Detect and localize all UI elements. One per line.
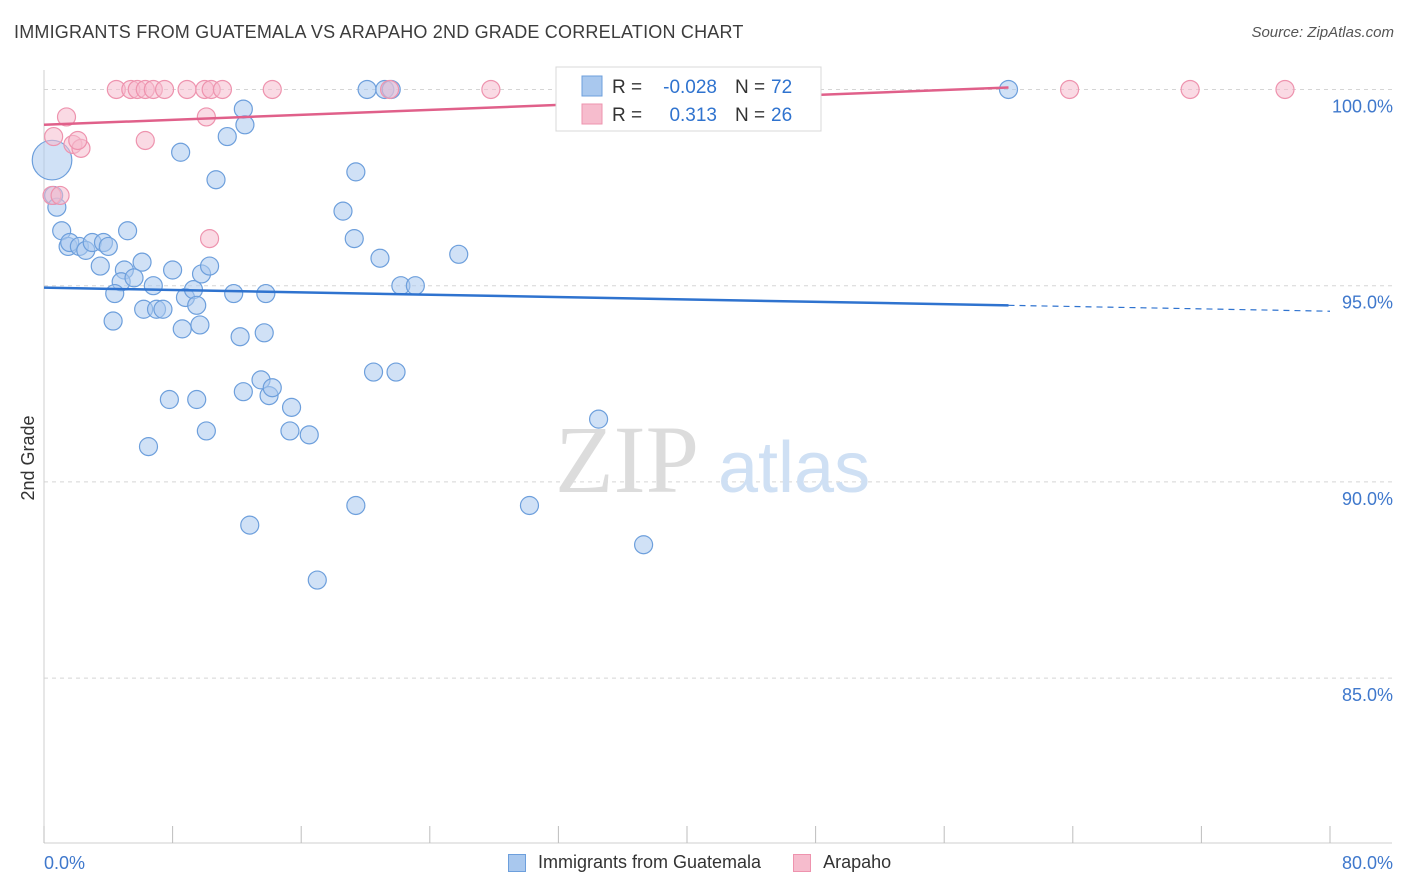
arapaho-point bbox=[380, 79, 400, 100]
stats-r-label: R = bbox=[612, 77, 642, 98]
guatemala-point bbox=[449, 244, 469, 264]
guatemala-point bbox=[370, 248, 390, 268]
guatemala-point bbox=[217, 126, 237, 147]
y-tick-label: 95.0% bbox=[1342, 293, 1393, 313]
guatemala-point bbox=[588, 409, 609, 429]
legend-label-arapaho: Arapaho bbox=[823, 852, 892, 872]
legend-item-guatemala[interactable]: Immigrants from Guatemala bbox=[508, 852, 761, 873]
guatemala-point bbox=[90, 256, 110, 276]
guatemala-point bbox=[103, 311, 123, 331]
guatemala-point bbox=[280, 421, 300, 441]
stats-swatch-pink bbox=[581, 103, 603, 125]
guatemala-point bbox=[346, 162, 366, 182]
guatemala-point bbox=[206, 170, 226, 190]
legend-label-guatemala: Immigrants from Guatemala bbox=[538, 852, 762, 872]
guatemala-point bbox=[998, 79, 1019, 100]
guatemala-trend-line bbox=[43, 286, 1009, 307]
stats-n-label: N = bbox=[735, 105, 765, 126]
arapaho-point bbox=[56, 107, 77, 127]
guatemala-point bbox=[346, 495, 366, 516]
guatemala-point bbox=[199, 256, 220, 276]
guatemala-point bbox=[105, 283, 125, 304]
arapaho-point bbox=[199, 229, 220, 249]
arapaho-point bbox=[1059, 79, 1080, 100]
legend-item-arapaho[interactable]: Arapaho bbox=[793, 852, 891, 873]
watermark-atlas: atlas bbox=[718, 428, 870, 508]
arapaho-point bbox=[50, 185, 70, 206]
guatemala-point bbox=[262, 378, 282, 398]
arapaho-point bbox=[212, 79, 233, 100]
arapaho-trend-line bbox=[43, 86, 1009, 127]
y-axis-label: 2nd Grade bbox=[18, 415, 38, 500]
guatemala-point bbox=[143, 276, 163, 296]
legend-swatch-blue bbox=[508, 853, 526, 872]
guatemala-point bbox=[281, 397, 302, 417]
guatemala-point bbox=[171, 142, 191, 162]
arapaho-point bbox=[262, 79, 282, 100]
stats-r-label: R = bbox=[612, 105, 642, 126]
y-tick-label: 85.0% bbox=[1342, 685, 1393, 705]
guatemala-point bbox=[138, 437, 159, 457]
guatemala-point bbox=[132, 252, 152, 272]
arapaho-point bbox=[68, 130, 88, 151]
guatemala-point bbox=[172, 319, 192, 339]
guatemala-point bbox=[153, 299, 173, 319]
arapaho-point bbox=[196, 107, 216, 127]
guatemala-point bbox=[333, 201, 353, 221]
stats-n-label: N = bbox=[735, 77, 765, 98]
stats-swatch-blue bbox=[581, 75, 603, 97]
x-tick-label: 0.0% bbox=[44, 853, 85, 873]
watermark-zip: ZIP bbox=[555, 406, 699, 513]
guatemala-point bbox=[344, 229, 364, 249]
stats-r-value: -0.028 bbox=[663, 77, 717, 98]
y-tick-label: 100.0% bbox=[1332, 96, 1393, 116]
stats-r-value: 0.313 bbox=[669, 105, 717, 126]
guatemala-point bbox=[117, 221, 138, 241]
guatemala-point bbox=[224, 283, 244, 304]
guatemala-point bbox=[519, 495, 540, 516]
guatemala-point bbox=[405, 276, 425, 296]
arapaho-point bbox=[154, 79, 175, 100]
stats-legend: R = -0.028 N = 72 R = 0.313 N = 26 bbox=[555, 66, 822, 132]
guatemala-point bbox=[633, 535, 654, 555]
guatemala-point bbox=[357, 79, 377, 100]
chart-title: IMMIGRANTS FROM GUATEMALA VS ARAPAHO 2ND… bbox=[14, 22, 744, 42]
guatemala-point bbox=[124, 268, 144, 288]
legend-swatch-pink bbox=[793, 853, 812, 872]
bottom-legend: Immigrants from Guatemala Arapaho bbox=[508, 852, 923, 873]
y-tick-label: 90.0% bbox=[1342, 489, 1393, 509]
guatemala-trend-extension bbox=[1008, 304, 1331, 312]
arapaho-point bbox=[135, 130, 155, 151]
guatemala-point bbox=[299, 425, 319, 445]
guatemala-point bbox=[307, 570, 327, 590]
guatemala-point bbox=[163, 260, 183, 280]
guatemala-point bbox=[159, 389, 179, 410]
arapaho-point bbox=[1275, 79, 1295, 100]
guatemala-point bbox=[233, 382, 253, 402]
guatemala-point bbox=[187, 389, 207, 410]
guatemala-point bbox=[240, 515, 260, 535]
guatemala-point bbox=[254, 323, 274, 343]
arapaho-point bbox=[177, 79, 197, 100]
guatemala-point bbox=[256, 283, 276, 304]
arapaho-point bbox=[44, 126, 64, 147]
guatemala-point bbox=[98, 236, 118, 257]
guatemala-point bbox=[190, 315, 210, 335]
guatemala-point bbox=[363, 362, 384, 382]
guatemala-point bbox=[386, 362, 406, 382]
guatemala-point bbox=[230, 327, 250, 347]
arapaho-point bbox=[481, 79, 501, 100]
arapaho-point bbox=[1180, 79, 1200, 100]
guatemala-point bbox=[187, 295, 207, 315]
source-label: Source: ZipAtlas.com bbox=[1251, 24, 1394, 41]
stats-n-value: 26 bbox=[771, 105, 792, 126]
x-tick-label: 80.0% bbox=[1342, 853, 1393, 873]
guatemala-point bbox=[196, 421, 216, 441]
stats-n-value: 72 bbox=[771, 77, 792, 98]
